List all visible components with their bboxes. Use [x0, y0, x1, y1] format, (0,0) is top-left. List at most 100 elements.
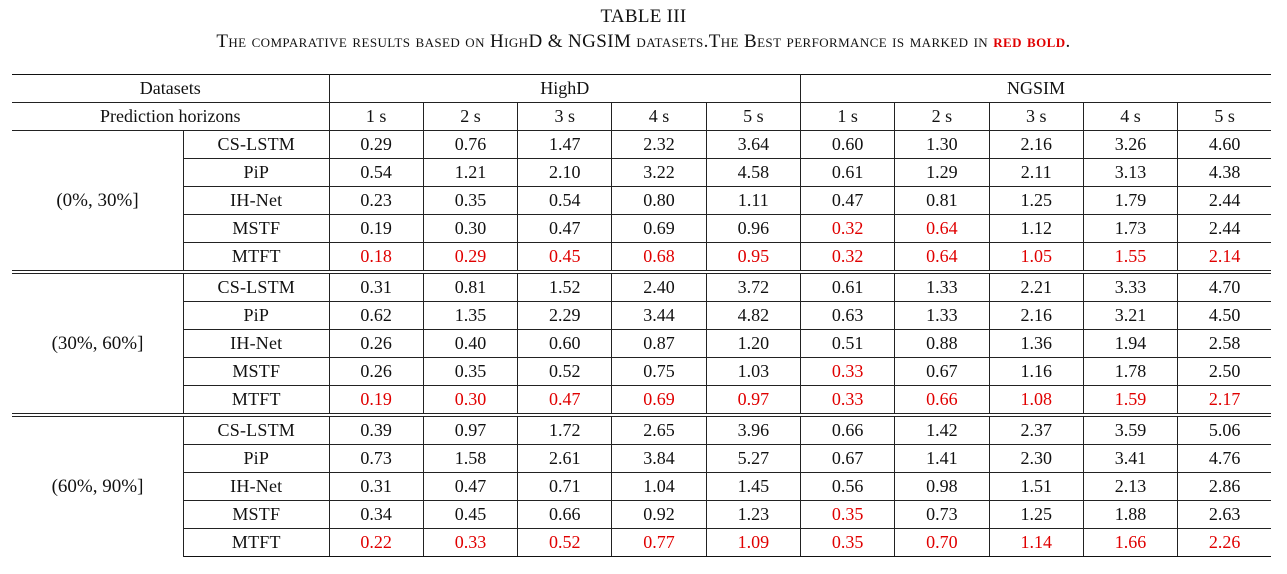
result-cell: 0.33 [799, 385, 896, 415]
result-cell: 0.97 [705, 385, 801, 415]
result-cell: 0.47 [799, 186, 896, 215]
result-cell: 5.27 [705, 444, 801, 473]
dataset-header-ngsim: NGSIM [799, 74, 1271, 103]
result-cell: 2.21 [988, 270, 1084, 302]
result-cell: 0.22 [328, 528, 424, 557]
result-cell: 2.61 [517, 444, 613, 473]
table-row: MSTF 0.26 0.35 0.52 0.75 1.03 0.33 0.67 1.16 1.78… [12, 357, 1271, 386]
result-cell: 0.97 [422, 413, 519, 445]
result-cell: 0.18 [328, 242, 424, 272]
table-row: (30%, 60%] CS-LSTM 0.31 0.81 1.52 2.40 3.72 0.6… [12, 270, 1271, 415]
header-row-datasets: Datasets HighD NGSIM [12, 74, 1271, 103]
result-cell: 0.23 [328, 186, 424, 215]
result-cell: 2.17 [1177, 385, 1271, 415]
table-body: (0%, 30%] CS-LSTM 0.29 0.76 1.47 2.32 3.64 0.60… [12, 130, 1271, 557]
result-cell: 0.30 [422, 214, 519, 243]
result-cell: 0.61 [799, 158, 896, 187]
result-cell: 0.26 [328, 329, 424, 358]
table-row: MTFT 0.18 0.29 0.45 0.68 0.95 0.32 0.64 1.05 1.55… [12, 242, 1271, 272]
result-cell: 1.35 [422, 301, 519, 330]
result-cell: 0.39 [328, 413, 424, 445]
result-cell: 2.29 [517, 301, 613, 330]
model-name-cell: MTFT [183, 385, 330, 415]
result-cell: 3.33 [1082, 270, 1179, 302]
result-cell: 0.64 [894, 214, 990, 243]
result-cell: 1.45 [705, 472, 801, 501]
result-cell: 0.35 [422, 357, 519, 386]
result-cell: 1.03 [705, 357, 801, 386]
result-cell: 3.22 [611, 158, 707, 187]
table-label: TABLE III [600, 6, 687, 27]
result-cell: 2.13 [1082, 472, 1179, 501]
result-cell: 0.68 [611, 242, 707, 272]
horizon-header: 1 s [328, 102, 424, 131]
result-cell: 0.32 [799, 214, 896, 243]
result-cell: 1.33 [894, 270, 990, 302]
table-row: IH-Net 0.31 0.47 0.71 1.04 1.45 0.56 0.98 1.51 2.… [12, 472, 1271, 501]
result-cell: 1.25 [988, 500, 1084, 529]
result-cell: 0.31 [328, 270, 424, 302]
model-name-cell: IH-Net [183, 186, 330, 215]
result-cell: 0.95 [705, 242, 801, 272]
result-cell: 1.94 [1082, 329, 1179, 358]
result-cell: 0.54 [328, 158, 424, 187]
result-cell: 2.37 [988, 413, 1084, 445]
result-cell: 0.45 [422, 500, 519, 529]
result-cell: 4.82 [705, 301, 801, 330]
result-cell: 3.72 [705, 270, 801, 302]
result-cell: 0.71 [517, 472, 613, 501]
result-cell: 0.30 [422, 385, 519, 415]
result-cell: 2.16 [988, 130, 1084, 159]
result-cell: 0.35 [799, 500, 896, 529]
table-row: PiP 0.73 1.58 2.61 3.84 5.27 0.67 1.41 2.30 3.41 4… [12, 444, 1271, 473]
horizon-header: 4 s [611, 102, 707, 131]
result-cell: 2.86 [1177, 472, 1271, 501]
result-cell: 1.16 [988, 357, 1084, 386]
result-cell: 1.09 [705, 528, 801, 557]
model-name-cell: MSTF [183, 500, 330, 529]
model-name-cell: MTFT [183, 528, 330, 557]
result-cell: 1.33 [894, 301, 990, 330]
result-cell: 0.98 [894, 472, 990, 501]
dataset-header-highd: HighD [328, 74, 801, 103]
table-caption: The comparative results based on HighD &… [0, 31, 1287, 53]
table-row: MTFT 0.19 0.30 0.47 0.69 0.97 0.33 0.66 1.08 1.59… [12, 385, 1271, 415]
model-name-cell: PiP [183, 444, 330, 473]
result-cell: 1.11 [705, 186, 801, 215]
model-name-cell: MTFT [183, 242, 330, 272]
result-cell: 0.54 [517, 186, 613, 215]
result-cell: 1.04 [611, 472, 707, 501]
result-cell: 2.40 [611, 270, 707, 302]
horizon-header: 2 s [422, 102, 519, 131]
table-row: MSTF 0.19 0.30 0.47 0.69 0.96 0.32 0.64 1.12 1.73… [12, 214, 1271, 243]
result-cell: 3.96 [705, 413, 801, 445]
result-cell: 1.55 [1082, 242, 1179, 272]
result-cell: 3.44 [611, 301, 707, 330]
result-cell: 1.66 [1082, 528, 1179, 557]
table-row: (60%, 90%] CS-LSTM 0.39 0.97 1.72 2.65 3.96 0.6… [12, 413, 1271, 557]
result-cell: 0.29 [422, 242, 519, 272]
result-cell: 0.26 [328, 357, 424, 386]
result-cell: 0.69 [611, 214, 707, 243]
horizon-header: 3 s [988, 102, 1084, 131]
result-cell: 3.26 [1082, 130, 1179, 159]
result-cell: 1.20 [705, 329, 801, 358]
result-cell: 1.79 [1082, 186, 1179, 215]
result-cell: 1.14 [988, 528, 1084, 557]
result-cell: 0.29 [328, 130, 424, 159]
result-cell: 4.38 [1177, 158, 1271, 187]
result-cell: 0.69 [611, 385, 707, 415]
result-cell: 3.64 [705, 130, 801, 159]
result-cell: 0.81 [894, 186, 990, 215]
result-cell: 0.67 [799, 444, 896, 473]
result-cell: 0.62 [328, 301, 424, 330]
result-cell: 0.88 [894, 329, 990, 358]
model-name-cell: IH-Net [183, 329, 330, 358]
result-cell: 3.84 [611, 444, 707, 473]
result-cell: 0.40 [422, 329, 519, 358]
horizon-header: 4 s [1082, 102, 1179, 131]
results-table: Datasets HighD NGSIM Prediction horizons… [12, 74, 1271, 557]
table-row: MTFT 0.22 0.33 0.52 0.77 1.09 0.35 0.70 1.14 1.66… [12, 528, 1271, 557]
result-cell: 2.63 [1177, 500, 1271, 529]
result-cell: 1.25 [988, 186, 1084, 215]
